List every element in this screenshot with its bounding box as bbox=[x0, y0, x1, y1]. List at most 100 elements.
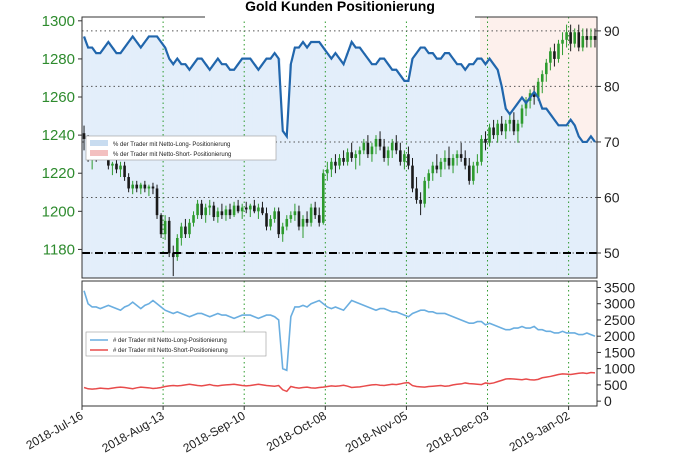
candle-body bbox=[313, 207, 317, 216]
price-candle bbox=[184, 218, 187, 238]
candle-body bbox=[553, 51, 556, 59]
long-fill-bar bbox=[252, 64, 257, 278]
long-fill-bar bbox=[394, 69, 399, 278]
price-candle bbox=[163, 215, 167, 240]
price-candle bbox=[111, 161, 114, 176]
candle-body bbox=[403, 154, 406, 162]
candle-body bbox=[366, 142, 370, 155]
price-candle bbox=[244, 201, 248, 214]
price-candle bbox=[504, 119, 508, 139]
candle-body bbox=[107, 156, 110, 166]
candle-body bbox=[277, 211, 280, 235]
price-candle bbox=[305, 211, 309, 227]
candle-body bbox=[512, 119, 516, 132]
price-candle bbox=[577, 24, 581, 52]
candle-body bbox=[378, 138, 382, 147]
price-candle bbox=[135, 180, 139, 193]
candle-body bbox=[382, 146, 386, 158]
long-fill-bar bbox=[479, 58, 484, 279]
long-fill-bar bbox=[540, 108, 545, 278]
price-candle bbox=[326, 161, 329, 181]
candle-body bbox=[261, 207, 264, 214]
long-fill-bar bbox=[361, 53, 367, 278]
price-candle bbox=[455, 150, 459, 166]
price-candle bbox=[488, 123, 491, 147]
candle-body bbox=[293, 211, 297, 216]
price-candle bbox=[492, 119, 495, 139]
candle-body bbox=[585, 36, 589, 40]
candle-body bbox=[407, 154, 410, 166]
price-candle bbox=[403, 150, 406, 170]
price-candle bbox=[447, 146, 451, 170]
price-candle bbox=[386, 146, 390, 166]
candle-body bbox=[330, 161, 333, 170]
price-candle bbox=[472, 161, 475, 185]
price-candle bbox=[549, 47, 552, 71]
long-fill-bar bbox=[215, 58, 221, 279]
candle-body bbox=[476, 161, 479, 166]
top-legend: % der Trader mit Netto-Long- Positionier… bbox=[85, 135, 277, 161]
price-candle bbox=[224, 205, 228, 221]
candle-body bbox=[151, 186, 155, 189]
right-tick-label: 3000 bbox=[604, 296, 635, 312]
price-candle bbox=[362, 138, 366, 155]
price-candle bbox=[192, 211, 195, 227]
long-fill-bar bbox=[211, 64, 217, 278]
long-fill-bar bbox=[171, 64, 176, 278]
price-candle bbox=[123, 161, 126, 181]
candle-body bbox=[240, 207, 244, 212]
long-fill-bar bbox=[317, 41, 322, 278]
long-fill-bar bbox=[195, 58, 200, 279]
candle-body bbox=[467, 165, 471, 181]
price-candle bbox=[265, 207, 268, 231]
x-tick-label: 2018-Nov-05 bbox=[343, 408, 410, 455]
long-fill-bar bbox=[552, 119, 557, 278]
candle-body bbox=[346, 152, 349, 162]
candle-body bbox=[561, 39, 564, 44]
price-candle bbox=[520, 104, 524, 128]
candle-body bbox=[451, 157, 455, 166]
price-candle bbox=[390, 138, 394, 158]
price-candle bbox=[232, 201, 236, 218]
long-fill-bar bbox=[82, 36, 87, 278]
legend-label-short-count: # der Trader mit Netto-Short-Positionier… bbox=[113, 348, 228, 354]
right-tick-label: 0 bbox=[604, 393, 612, 409]
candle-body bbox=[285, 218, 289, 227]
price-candle bbox=[569, 24, 572, 52]
candle-body bbox=[370, 146, 374, 155]
price-candle bbox=[496, 119, 499, 143]
candle-body bbox=[399, 150, 402, 162]
long-count-line bbox=[83, 290, 596, 372]
candle-body bbox=[326, 169, 329, 174]
price-candle bbox=[358, 146, 362, 166]
candle-body bbox=[244, 207, 248, 210]
candle-body bbox=[127, 177, 130, 189]
price-candle bbox=[342, 150, 345, 166]
candle-body bbox=[317, 215, 321, 223]
candle-body bbox=[504, 123, 508, 132]
long-fill-bar bbox=[592, 141, 598, 278]
price-candle bbox=[248, 203, 252, 218]
long-fill-bar bbox=[227, 69, 233, 278]
price-candle bbox=[370, 142, 374, 162]
candle-body bbox=[184, 226, 187, 235]
long-fill-bar bbox=[528, 97, 533, 279]
long-fill-bar bbox=[536, 97, 541, 279]
candle-body bbox=[549, 51, 552, 63]
price-candle bbox=[176, 234, 179, 261]
price-candle bbox=[399, 142, 402, 166]
x-tick-label: 2018-Dec-03 bbox=[424, 408, 491, 455]
long-fill-bar bbox=[576, 136, 582, 278]
candle-body bbox=[415, 188, 418, 200]
long-fill-bar bbox=[386, 64, 391, 278]
long-fill-bar bbox=[503, 108, 509, 278]
price-candle bbox=[228, 203, 232, 219]
long-fill-bar bbox=[499, 86, 505, 278]
price-candle bbox=[484, 131, 487, 151]
price-candle bbox=[334, 154, 337, 174]
candle-body bbox=[273, 211, 276, 219]
candle-body bbox=[228, 209, 232, 216]
candle-body bbox=[176, 237, 179, 258]
candle-body bbox=[248, 205, 252, 210]
